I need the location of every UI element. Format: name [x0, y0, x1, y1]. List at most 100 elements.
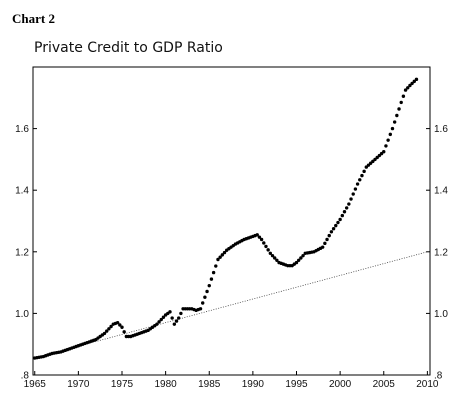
- data-point: [364, 165, 369, 169]
- data-point: [336, 220, 340, 225]
- data-point: [392, 120, 397, 124]
- data-point: [366, 163, 371, 167]
- data-point: [349, 197, 353, 201]
- data-point: [294, 260, 299, 265]
- data-point: [155, 322, 159, 326]
- data-point: [157, 320, 161, 324]
- data-point: [406, 86, 410, 90]
- y-tick-label-left: 1.0: [15, 309, 29, 320]
- chart-title: Private Credit to GDP Ratio: [34, 40, 223, 56]
- data-point: [401, 94, 406, 98]
- data-point: [120, 325, 124, 329]
- y-tick-label-right: 1.0: [434, 309, 448, 320]
- data-point: [368, 161, 373, 165]
- data-point: [107, 327, 111, 331]
- data-point: [329, 230, 334, 234]
- data-point: [220, 253, 225, 257]
- data-point: [371, 159, 375, 164]
- data-point: [179, 311, 183, 316]
- data-point: [203, 295, 207, 299]
- x-tick-label: 2000: [329, 379, 352, 390]
- chart-number: Chart 2: [12, 11, 55, 26]
- data-point: [170, 316, 174, 320]
- x-tick-label: 1995: [285, 379, 308, 390]
- data-point: [384, 144, 388, 148]
- y-tick-label-right: 1.2: [434, 247, 448, 258]
- x-tick-label: 1975: [111, 379, 134, 390]
- x-tick-label: 1980: [154, 379, 177, 390]
- data-point: [209, 277, 214, 281]
- y-tick-label-left: .8: [21, 371, 30, 382]
- x-tick-label: 2010: [416, 379, 439, 390]
- data-point: [270, 253, 275, 258]
- data-point: [360, 173, 364, 178]
- data-point: [342, 210, 347, 214]
- y-tick-label-left: 1.2: [15, 247, 29, 258]
- data-point: [323, 241, 327, 246]
- data-point: [410, 81, 414, 86]
- data-point: [355, 182, 360, 186]
- data-point: [174, 319, 179, 323]
- data-point: [327, 233, 331, 238]
- data-point: [105, 329, 109, 333]
- x-tick-label: 1990: [242, 379, 265, 390]
- y-tick-label-right: 1.6: [434, 124, 448, 135]
- x-axis: 1965 1970 1975 1980 1985 1990 1995 2000 2005 2010: [24, 371, 439, 390]
- data-point: [122, 330, 126, 334]
- data-point: [172, 322, 177, 326]
- data-point: [296, 258, 301, 262]
- x-tick-label: 1970: [67, 379, 90, 390]
- y-tick-label-right: .8: [434, 371, 443, 382]
- data-point: [388, 132, 392, 137]
- trend-line-layer: [34, 251, 428, 359]
- data-point: [222, 250, 227, 255]
- y-tick-label-right: 1.4: [434, 186, 448, 197]
- data-point: [338, 217, 342, 222]
- y-axis-left: .8 1.0 1.2 1.4 1.6: [15, 124, 37, 382]
- data-point: [344, 206, 349, 210]
- data-point: [386, 138, 390, 142]
- data-point: [351, 192, 355, 196]
- x-tick-label: 1965: [24, 379, 47, 390]
- data-point: [257, 235, 262, 239]
- data-point: [340, 213, 345, 218]
- data-point: [403, 88, 408, 92]
- x-tick-label: 2005: [373, 379, 396, 390]
- data-point: [159, 317, 163, 322]
- data-point: [102, 331, 107, 336]
- data-point: [161, 315, 166, 319]
- data-point: [362, 169, 366, 174]
- data-point: [373, 157, 377, 162]
- data-point: [379, 151, 384, 156]
- trend-line: [34, 251, 428, 359]
- data-point: [301, 253, 305, 258]
- data-point: [214, 264, 218, 268]
- data-point: [266, 248, 270, 252]
- data-point: [211, 270, 216, 275]
- data-point: [216, 257, 220, 262]
- x-tick-label: 1985: [198, 379, 221, 390]
- data-point: [397, 107, 401, 111]
- data-point: [408, 83, 412, 88]
- data-point: [168, 310, 172, 314]
- data-point: [347, 202, 351, 206]
- y-tick-label-left: 1.6: [15, 124, 29, 135]
- data-point: [299, 256, 303, 260]
- data-point: [259, 237, 264, 242]
- data-points-layer: [33, 77, 419, 360]
- data-point: [412, 79, 416, 84]
- data-point: [177, 316, 181, 320]
- data-point: [399, 100, 403, 105]
- y-tick-label-left: 1.4: [15, 186, 29, 197]
- data-point: [207, 283, 211, 288]
- data-point: [414, 77, 419, 82]
- data-point: [395, 113, 399, 118]
- data-point: [390, 126, 395, 131]
- data-point: [331, 227, 336, 231]
- data-point: [325, 237, 329, 242]
- data-point: [358, 178, 362, 182]
- data-point: [205, 289, 209, 294]
- data-point: [218, 255, 222, 259]
- data-point: [118, 323, 122, 327]
